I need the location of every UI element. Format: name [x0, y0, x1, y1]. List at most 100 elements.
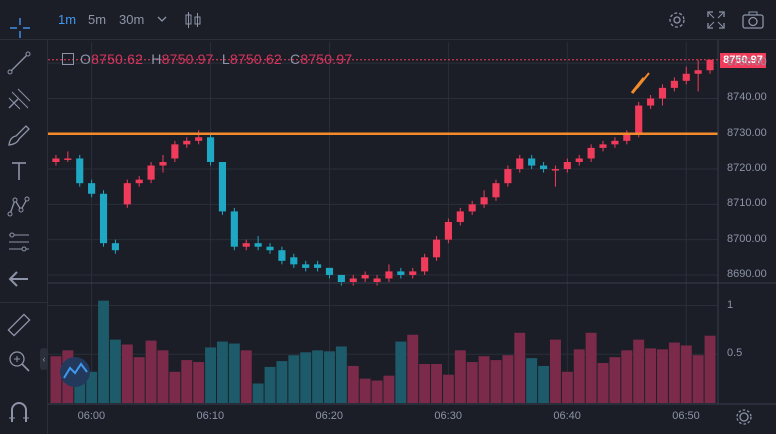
volume-bar: [276, 361, 288, 403]
volume-bar: [335, 346, 347, 403]
candle-body: [52, 158, 60, 162]
volume-bar: [561, 371, 573, 403]
pitchfork-icon[interactable]: [6, 86, 32, 112]
candle-body: [551, 169, 560, 171]
ruler-icon[interactable]: [6, 312, 32, 338]
candle-body: [409, 271, 417, 275]
x-tick-label: 06:10: [196, 410, 225, 422]
candle-body: [480, 197, 488, 205]
volume-bar: [264, 366, 276, 403]
y-tick-label: 8700.00: [727, 232, 767, 245]
legend-toggle-icon[interactable]: [62, 53, 74, 65]
candle-body: [76, 158, 84, 184]
candle-body: [587, 147, 595, 159]
candle-body: [599, 144, 607, 148]
ohlc-high: 8750.97: [161, 51, 214, 67]
candle-body: [373, 278, 381, 282]
volume-bar: [514, 332, 526, 403]
candle-body: [670, 80, 678, 88]
candle-body: [516, 158, 524, 170]
candle-body: [421, 257, 429, 272]
volume-bar: [252, 383, 264, 403]
volume-bar: [692, 355, 704, 403]
candle-body: [504, 169, 512, 184]
x-tick-label: 06:40: [553, 410, 581, 422]
y-tick-label: 8730.00: [727, 126, 767, 139]
volume-bar: [478, 356, 490, 403]
volume-bar: [609, 357, 621, 403]
candle-body: [111, 243, 119, 251]
volume-bar: [454, 350, 466, 403]
ohlc-close: 8750.97: [300, 51, 353, 67]
candle-body: [337, 274, 345, 282]
fib-retracement-icon[interactable]: [6, 230, 32, 256]
candle-body: [206, 137, 215, 162]
camera-icon[interactable]: [741, 10, 765, 30]
sidebar-collapse-tab[interactable]: ‹: [40, 348, 48, 370]
brush-icon[interactable]: [6, 122, 32, 148]
volume-bar: [585, 332, 597, 403]
candle-body: [575, 158, 583, 162]
zoom-in-icon[interactable]: [6, 348, 32, 374]
volume-tick-label: 1: [727, 298, 734, 311]
back-arrow-icon[interactable]: [6, 266, 32, 292]
candle-body: [242, 243, 250, 247]
volume-bar: [645, 348, 657, 403]
volume-bar: [98, 300, 109, 403]
x-tick-label: 06:00: [77, 410, 106, 422]
volume-bar: [133, 357, 145, 403]
volume-bar: [121, 344, 133, 403]
timeframe-1m-button[interactable]: 1m: [58, 12, 77, 27]
candle-body: [290, 257, 298, 265]
drawing-tools-sidebar: [0, 18, 48, 434]
trend-line-icon[interactable]: [6, 50, 32, 76]
volume-bar: [205, 347, 217, 403]
candle-body: [99, 193, 108, 244]
candle-body: [183, 140, 191, 145]
ohlc-open-key: O: [80, 51, 92, 67]
text-icon[interactable]: [6, 158, 32, 184]
volume-bar: [668, 342, 680, 403]
volume-bar: [407, 334, 419, 403]
volume-bar: [502, 355, 514, 403]
sidebar-divider: [0, 302, 48, 303]
settings-gear-icon[interactable]: [667, 10, 687, 30]
crosshair-icon[interactable]: [8, 16, 34, 42]
candle-body: [694, 70, 702, 74]
pattern-icon[interactable]: [6, 194, 32, 220]
candle-body: [314, 264, 322, 268]
volume-bar: [109, 339, 121, 403]
candle-body: [147, 165, 155, 180]
candlestick-type-icon[interactable]: [184, 10, 202, 30]
volume-indicator-icon: [60, 357, 90, 387]
volume-bar: [228, 343, 240, 403]
x-tick-label: 06:30: [434, 410, 462, 422]
volume-bar: [657, 349, 668, 403]
volume-bar: [50, 356, 62, 403]
volume-bar: [383, 375, 395, 403]
candle-body: [492, 183, 500, 198]
volume-bar: [490, 360, 502, 403]
volume-bar: [300, 352, 312, 403]
brush-pencil-icon: [630, 72, 650, 94]
volume-bar: [431, 364, 442, 403]
chevron-down-icon[interactable]: [157, 14, 167, 24]
candlesticks: [52, 59, 714, 286]
fullscreen-icon[interactable]: [706, 10, 726, 30]
volume-bar: [633, 339, 645, 403]
candle-body: [563, 162, 571, 170]
y-tick-label: 8750.00: [727, 56, 767, 69]
volume-bar: [573, 349, 585, 403]
candle-body: [623, 133, 631, 141]
candle-body: [361, 274, 369, 279]
candle-body: [123, 183, 131, 205]
timeframe-5m-button[interactable]: 5m: [88, 12, 107, 27]
candle-body: [195, 137, 203, 141]
ohlc-low-key: L: [221, 51, 230, 67]
volume-bar: [216, 341, 228, 403]
candle-body: [647, 98, 655, 106]
candle-body: [218, 162, 227, 212]
magnet-icon[interactable]: [6, 398, 32, 424]
volume-bar: [74, 361, 86, 403]
timeframe-30m-button[interactable]: 30m: [119, 12, 145, 27]
